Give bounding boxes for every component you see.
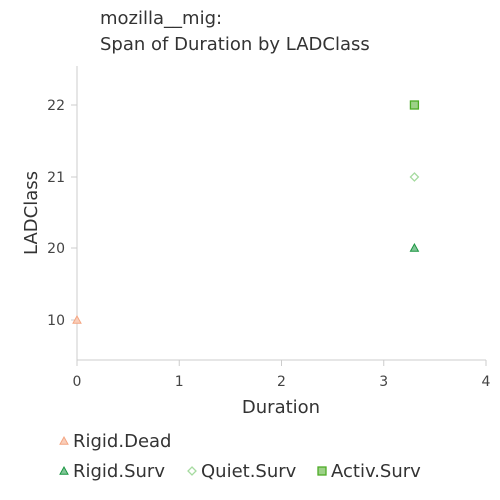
data-point-activ-surv	[409, 100, 420, 110]
legend-label-quiet-surv: Quiet.Surv	[201, 461, 297, 482]
y-tick-label: 21	[47, 170, 65, 186]
x-tick-label: 4	[482, 374, 491, 390]
legend-marker-activ-surv	[317, 466, 327, 476]
y-tick-label: 20	[47, 241, 65, 257]
data-marks	[72, 100, 420, 324]
legend-label-rigid-dead: Rigid.Dead	[73, 431, 171, 452]
legend-item-activ-surv[interactable]: Activ.Surv	[317, 461, 421, 482]
legend-item-rigid-surv[interactable]: Rigid.Surv	[59, 461, 165, 482]
x-tick-label: 2	[277, 374, 286, 390]
legend-label-activ-surv: Activ.Surv	[331, 461, 421, 482]
x-tick-label: 1	[175, 374, 184, 390]
data-point-rigid-dead	[72, 314, 82, 324]
x-tick-label: 0	[73, 374, 82, 390]
legend-marker-rigid-dead	[59, 435, 69, 445]
y-axis-label: LADClass	[21, 171, 42, 255]
legend-marker-quiet-surv	[187, 466, 197, 476]
x-axis-label: Duration	[242, 397, 320, 418]
x-tick-label: 3	[379, 374, 388, 390]
chart-title-line-1: mozilla__mig:	[100, 8, 222, 29]
axes: 0 1 2 3 4 10 20 21 22	[47, 66, 491, 390]
legend-item-quiet-surv[interactable]: Quiet.Surv	[187, 461, 297, 482]
legend[interactable]: Rigid.Dead Rigid.Surv Quiet.Surv Activ.Surv	[59, 431, 421, 482]
legend-marker-rigid-surv	[59, 465, 69, 475]
legend-item-rigid-dead[interactable]: Rigid.Dead	[59, 431, 171, 452]
legend-label-rigid-surv: Rigid.Surv	[73, 461, 165, 482]
chart-title-line-2: Span of Duration by LADClass	[100, 34, 370, 55]
y-tick-label: 10	[47, 313, 65, 329]
y-tick-label: 22	[47, 98, 65, 114]
data-point-quiet-surv	[409, 172, 420, 182]
data-point-rigid-surv	[409, 242, 420, 252]
